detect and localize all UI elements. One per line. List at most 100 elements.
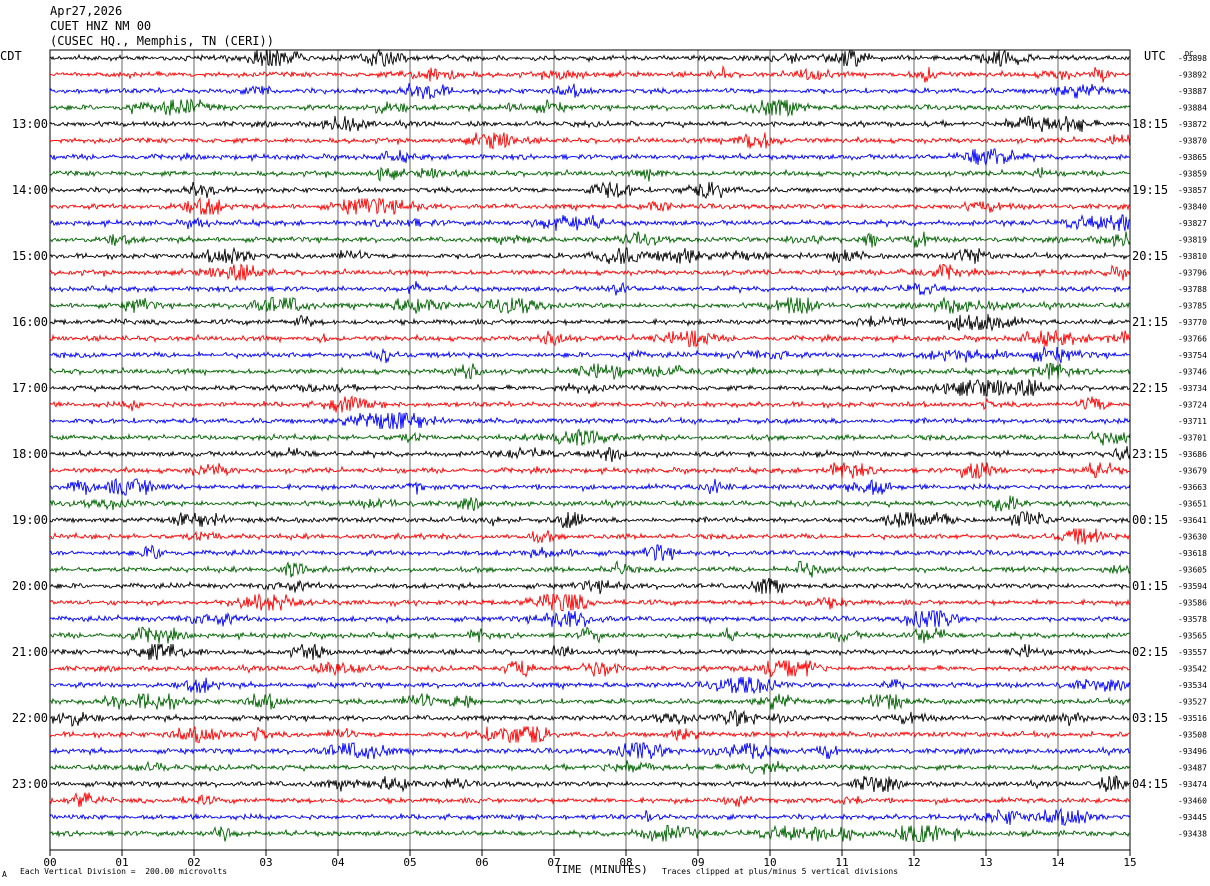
dc-offset-label: -93516	[1178, 714, 1207, 723]
trace-line	[49, 231, 1131, 248]
trace-line	[49, 148, 1131, 167]
trace-line	[49, 495, 1131, 512]
dc-offset-label: -93474	[1178, 780, 1207, 789]
corner-mark: A	[2, 870, 7, 879]
left-hour-label: 20:00	[12, 579, 48, 593]
trace-line	[49, 181, 1131, 199]
dc-offset-label: -93734	[1178, 384, 1207, 393]
dc-offset-label: -93754	[1178, 351, 1207, 360]
trace-line	[49, 577, 1131, 595]
trace-line	[49, 329, 1131, 348]
trace-line	[49, 412, 1131, 430]
x-tick-label: 11	[835, 856, 848, 869]
right-hour-label: 03:15	[1132, 711, 1168, 725]
trace-line	[49, 807, 1131, 826]
plot-station: CUET HNZ NM 00	[50, 19, 152, 33]
dc-offset-label: -93746	[1178, 368, 1207, 377]
dc-offset-label: -93438	[1178, 830, 1207, 839]
dc-header-label: DC	[1185, 50, 1193, 58]
trace-line	[49, 363, 1131, 380]
x-tick-label: 12	[907, 856, 920, 869]
trace-line	[49, 280, 1131, 296]
x-tick-label: 13	[979, 856, 992, 869]
dc-offset-label: -93724	[1178, 401, 1207, 410]
right-hour-label: 01:15	[1132, 579, 1168, 593]
trace-line	[49, 446, 1131, 463]
dc-offset-label: -93686	[1178, 450, 1207, 459]
right-hour-label: 02:15	[1132, 645, 1168, 659]
x-tick-label: 14	[1051, 856, 1065, 869]
left-hour-label: 23:00	[12, 777, 48, 791]
dc-offset-label: -93534	[1178, 681, 1207, 690]
right-hour-label: 04:15	[1132, 777, 1168, 791]
trace-line	[49, 760, 1131, 775]
x-tick-label: 00	[43, 856, 56, 869]
dc-offset-label: -93796	[1178, 269, 1207, 278]
trace-line	[49, 428, 1131, 446]
plot-location: (CUSEC HQ., Memphis, TN (CERI))	[50, 34, 274, 48]
trace-line	[49, 610, 1131, 628]
dc-offset-label: -93766	[1178, 335, 1207, 344]
x-tick-label: 05	[403, 856, 416, 869]
dc-offset-label: -93651	[1178, 500, 1207, 509]
x-axis-title: TIME (MINUTES)	[555, 863, 648, 876]
dc-offset-label: -93618	[1178, 549, 1207, 558]
scale-note: Each Vertical Division = 200.00 microvol…	[20, 867, 228, 876]
dc-offset-label: -93445	[1178, 813, 1207, 822]
dc-offset-label: -93865	[1178, 153, 1207, 162]
dc-offset-label: -93679	[1178, 467, 1207, 476]
dc-offset-label: -93701	[1178, 434, 1207, 443]
trace-line	[49, 246, 1130, 265]
right-hour-label: 00:15	[1132, 513, 1168, 527]
right-hour-label: 22:15	[1132, 381, 1168, 395]
dc-offset-label: -93542	[1178, 665, 1207, 674]
trace-line	[49, 477, 1131, 496]
dc-offset-label: -93870	[1178, 137, 1207, 146]
dc-offset-label: -93527	[1178, 698, 1207, 707]
trace-line	[49, 726, 1131, 744]
trace-line	[49, 660, 1131, 678]
trace-line	[49, 313, 1131, 332]
trace-line	[49, 742, 1131, 760]
trace-line	[49, 83, 1131, 100]
trace-line	[49, 643, 1131, 661]
x-tick-label: 15	[1123, 856, 1136, 869]
trace-line	[49, 263, 1131, 281]
x-tick-label: 01	[115, 856, 128, 869]
trace-line	[49, 775, 1131, 793]
trace-line	[49, 64, 1131, 83]
trace-line	[49, 510, 1131, 529]
right-hour-label: 23:15	[1132, 447, 1168, 461]
left-timezone-label: CDT	[0, 49, 22, 63]
dc-offset-label: -93578	[1178, 615, 1207, 624]
trace-line	[49, 626, 1131, 644]
trace-line	[49, 214, 1131, 232]
trace-line	[49, 824, 1131, 842]
dc-offset-label: -93857	[1178, 186, 1207, 195]
trace-line	[49, 462, 1131, 479]
trace-line	[49, 48, 1131, 67]
dc-offset-label: -93605	[1178, 566, 1207, 575]
left-hour-label: 18:00	[12, 447, 48, 461]
trace-line	[49, 98, 1131, 118]
trace-line	[49, 296, 1131, 314]
left-hour-label: 22:00	[12, 711, 48, 725]
clip-note: Traces clipped at plus/minus 5 vertical …	[662, 867, 899, 876]
right-hour-label: 20:15	[1132, 249, 1168, 263]
trace-line	[49, 378, 1131, 397]
x-tick-label: 10	[763, 856, 776, 869]
dc-offset-label: -93887	[1178, 87, 1207, 96]
dc-offset-label: -93884	[1178, 104, 1207, 113]
x-tick-label: 08	[619, 856, 632, 869]
dc-offset-label: -93819	[1178, 236, 1207, 245]
dc-offset-label: -93840	[1178, 203, 1207, 212]
dc-offset-label: -93565	[1178, 632, 1207, 641]
dc-offset-label: -93586	[1178, 599, 1207, 608]
left-hour-label: 19:00	[12, 513, 48, 527]
dc-offset-label: -93859	[1178, 170, 1207, 179]
x-tick-label: 03	[259, 856, 272, 869]
dc-offset-label: -93770	[1178, 318, 1207, 327]
trace-line	[49, 693, 1131, 710]
dc-offset-label: -93872	[1178, 120, 1207, 129]
